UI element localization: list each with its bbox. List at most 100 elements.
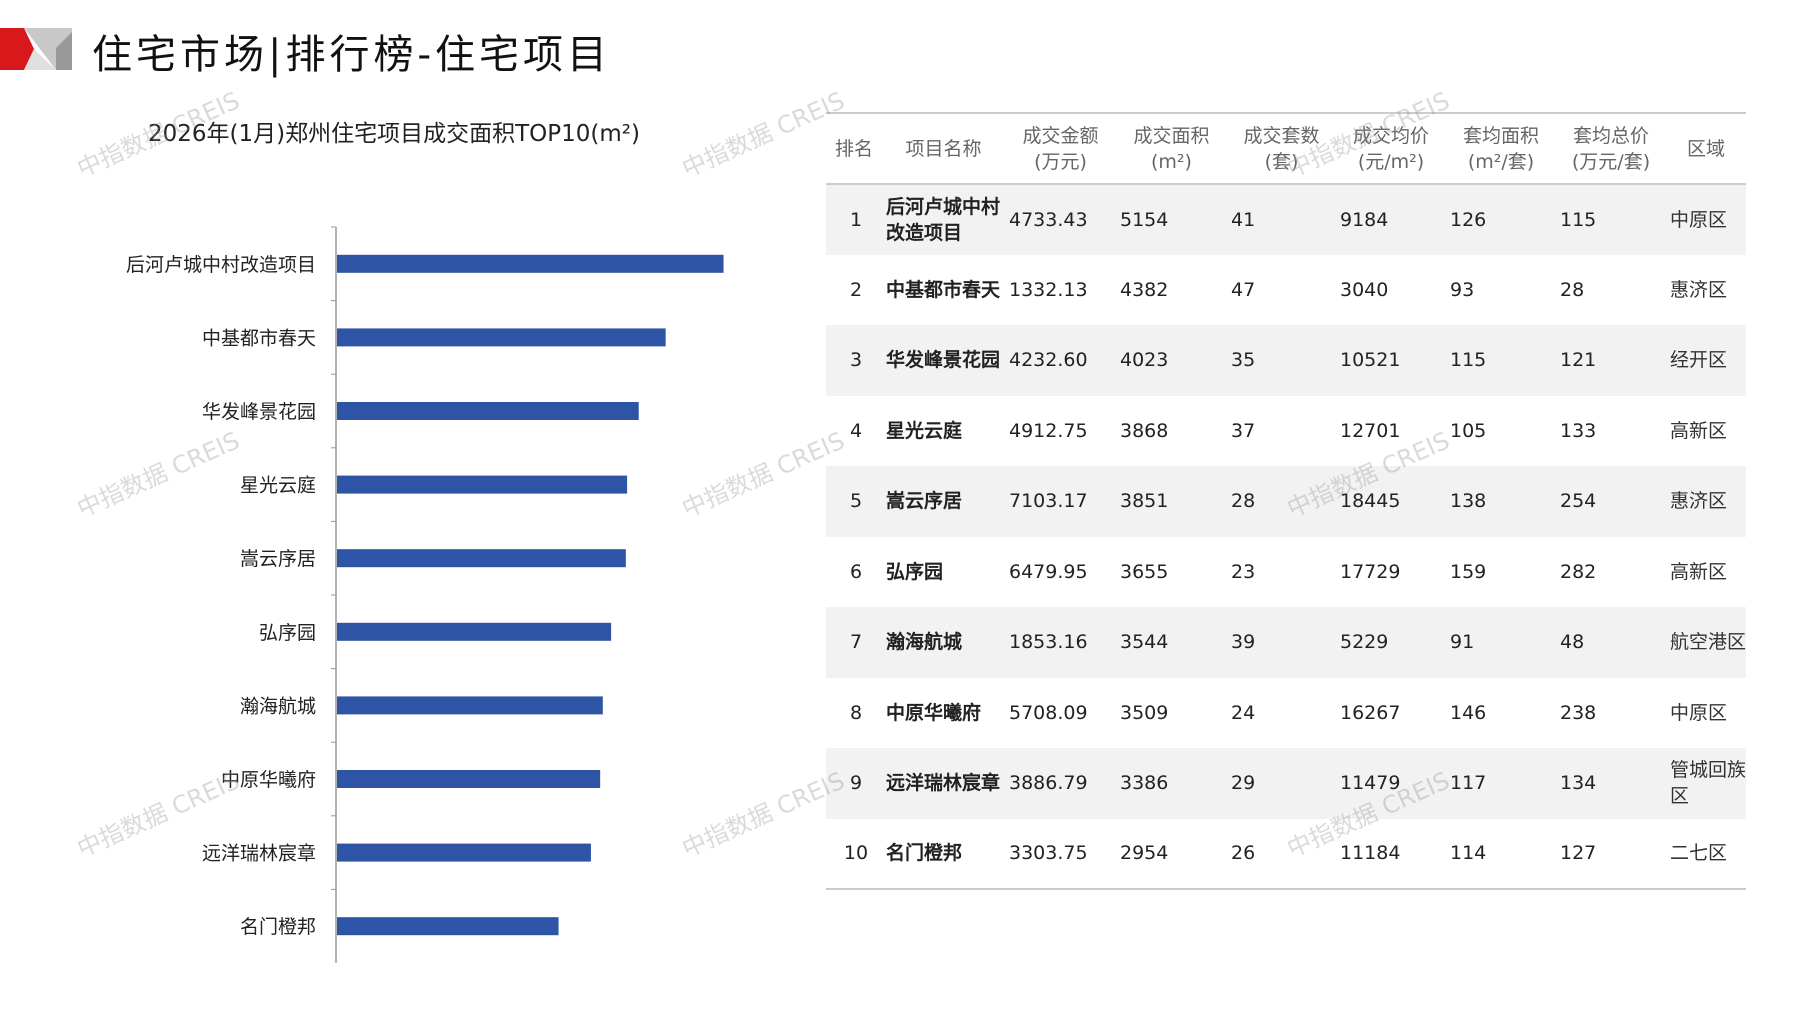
column-header: 成交面积 (m²) — [1116, 112, 1227, 185]
column-header: 排名 — [826, 112, 882, 185]
table-cell: 93 — [1450, 278, 1475, 301]
table-cell: 127 — [1556, 818, 1666, 890]
table-cell: 9 — [826, 748, 882, 819]
page-title: 住宅市场|排行榜-住宅项目 — [92, 32, 611, 78]
table-cell: 39 — [1227, 607, 1336, 678]
table-cell: 37 — [1231, 419, 1256, 442]
table-row: 6 弘序园 6479.95 3655 23 17729 159 282 高新区 — [826, 537, 1746, 608]
table-cell: 中基都市春天 — [886, 278, 1001, 301]
table-cell: 二七区 — [1666, 818, 1746, 890]
table-cell: 经开区 — [1666, 325, 1746, 396]
column-header-label: 项目名称 — [905, 137, 982, 160]
column-header: 项目名称 — [882, 112, 1005, 185]
column-header-label: (元/m²) — [1357, 150, 1425, 173]
table-cell: 134 — [1556, 748, 1666, 819]
table-cell: 16267 — [1340, 701, 1401, 724]
table-row: 1 后河卢城中村改造项目 4733.43 5154 41 9184 126 115 中原区 — [826, 184, 1746, 255]
table-cell: 4023 — [1116, 325, 1227, 396]
y-tick-label: 远洋瑞林宸章 — [202, 843, 316, 865]
table-cell: 121 — [1556, 325, 1666, 396]
table-cell: 238 — [1560, 701, 1597, 724]
table-cell: 高新区 — [1670, 419, 1728, 442]
bar-chart: 后河卢城中村改造项目中基都市春天华发峰景花园星光云庭嵩云序居弘序园瀚海航城中原华… — [126, 226, 724, 963]
y-tick-label: 名门橙邦 — [240, 916, 316, 938]
column-header-label: (万元/套) — [1571, 150, 1651, 173]
column-header-label: 成交面积 — [1133, 124, 1210, 147]
table-cell: 8 — [849, 701, 863, 724]
column-header-label: (m²/套) — [1467, 150, 1535, 173]
table-cell: 惠济区 — [1670, 278, 1728, 301]
table-cell: 3509 — [1120, 701, 1169, 724]
y-tick-label: 后河卢城中村改造项目 — [126, 254, 316, 276]
table-cell: 138 — [1446, 466, 1556, 537]
table-row: 3 华发峰景花园 4232.60 4023 35 10521 115 121 经开区 — [826, 325, 1746, 396]
column-header: 套均总价 (万元/套) — [1556, 112, 1666, 185]
table-header-row: 排名 项目名称 成交金额 (万元) 成交面积 (m²) 成交套数 (套) 成交均价 (元/m²) 套… — [826, 112, 1746, 185]
bar — [337, 622, 612, 641]
table-cell: 1853.16 — [1005, 607, 1116, 678]
table-cell: 23 — [1231, 560, 1256, 583]
table-cell: 5 — [826, 466, 882, 537]
table-cell: 91 — [1446, 607, 1556, 678]
y-tick-label: 弘序园 — [259, 622, 316, 644]
bar — [337, 696, 603, 715]
column-header-label: 区域 — [1686, 137, 1725, 160]
table-cell: 26 — [1227, 818, 1336, 890]
table-cell: 2954 — [1116, 818, 1227, 890]
column-header-label: 套均总价 — [1572, 124, 1649, 147]
table-cell: 管城回族区 — [1666, 748, 1746, 819]
table-cell: 远洋瑞林宸章 — [882, 748, 1005, 819]
table-cell: 159 — [1450, 560, 1487, 583]
table-cell: 117 — [1446, 748, 1556, 819]
table-row: 2 中基都市春天 1332.13 4382 47 3040 93 28 惠济区 — [826, 255, 1746, 326]
table-cell: 弘序园 — [886, 560, 944, 583]
y-tick-label: 嵩云序居 — [240, 548, 316, 570]
chart-title: 2026年(1月)郑州住宅项目成交面积TOP10(m²) — [148, 121, 640, 147]
table-cell: 115 — [1556, 184, 1666, 255]
table-cell: 名门橙邦 — [882, 818, 1005, 890]
bar — [337, 770, 601, 788]
table-cell: 瀚海航城 — [882, 607, 1005, 678]
table-cell: 惠济区 — [1666, 466, 1746, 537]
y-tick-label: 瀚海航城 — [240, 695, 316, 717]
table-cell: 中原区 — [1666, 184, 1746, 255]
table-cell: 航空港区 — [1666, 607, 1746, 678]
brand-logo — [0, 28, 72, 70]
table-cell: 10 — [826, 818, 882, 890]
table-row: 9 远洋瑞林宸章 3886.79 3386 29 11479 117 134 管城回族区 — [826, 748, 1746, 819]
table-cell: 47 — [1231, 278, 1256, 301]
table-cell: 3386 — [1116, 748, 1227, 819]
bar — [337, 917, 559, 936]
table-cell: 5154 — [1116, 184, 1227, 255]
table-cell: 后河卢城中村改造项目 — [882, 184, 1005, 255]
table-cell: 146 — [1450, 701, 1487, 724]
table-cell: 24 — [1231, 701, 1256, 724]
table-cell: 星光云庭 — [886, 419, 963, 442]
table-cell: 1 — [826, 184, 882, 255]
table-cell: 5229 — [1336, 607, 1446, 678]
table-cell: 7103.17 — [1005, 466, 1116, 537]
table-row: 10 名门橙邦 3303.75 2954 26 11184 114 127 二七区 — [826, 818, 1746, 890]
table-cell: 1332.13 — [1009, 278, 1088, 301]
table-row: 4 星光云庭 4912.75 3868 37 12701 105 133 高新区 — [826, 396, 1746, 467]
table-cell: 3868 — [1120, 419, 1169, 442]
table-cell: 18445 — [1336, 466, 1446, 537]
table-cell: 3040 — [1340, 278, 1389, 301]
table-cell: 11479 — [1336, 748, 1446, 819]
bar — [337, 475, 628, 494]
table-cell: 3 — [826, 325, 882, 396]
table-cell: 48 — [1556, 607, 1666, 678]
table-cell: 4382 — [1120, 278, 1169, 301]
column-header-label: 套均面积 — [1462, 124, 1539, 147]
table-cell: 9184 — [1336, 184, 1446, 255]
column-header-label: 成交金额 — [1022, 124, 1099, 147]
table-cell: 105 — [1450, 419, 1487, 442]
table-cell: 6479.95 — [1009, 560, 1088, 583]
column-header: 套均面积 (m²/套) — [1446, 112, 1556, 185]
table-cell: 3851 — [1116, 466, 1227, 537]
table-cell: 282 — [1560, 560, 1597, 583]
table-row: 7 瀚海航城 1853.16 3544 39 5229 91 48 航空港区 — [826, 607, 1746, 678]
table-cell: 中原华曦府 — [886, 701, 982, 724]
column-header-label: 排名 — [834, 137, 873, 160]
table-cell: 254 — [1556, 466, 1666, 537]
